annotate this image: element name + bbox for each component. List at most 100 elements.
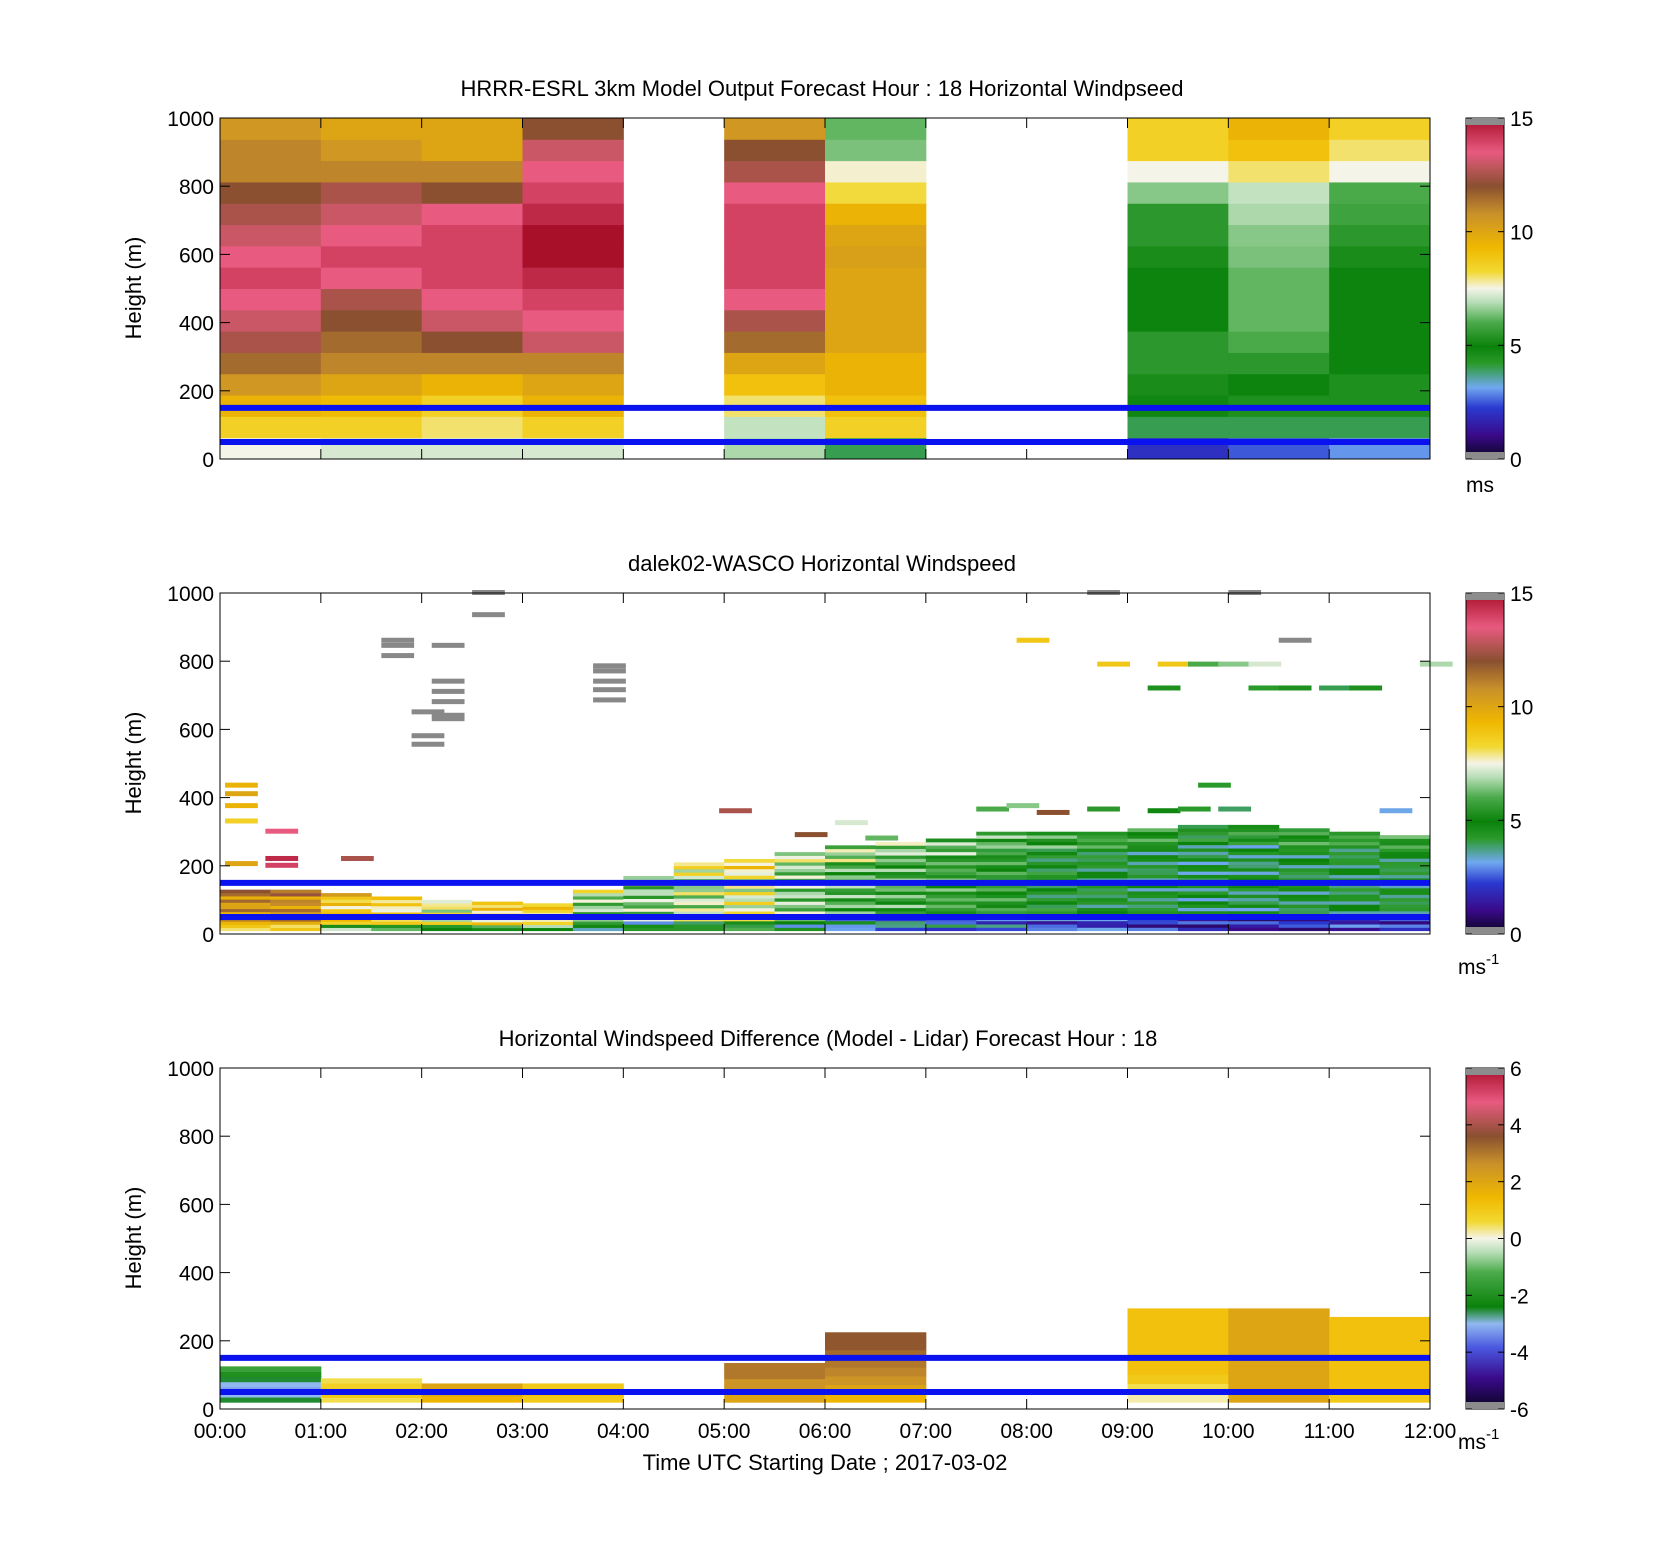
lidar-cell (1329, 884, 1381, 889)
lidar-outlier (1218, 806, 1252, 812)
lidar-outlier (1248, 685, 1282, 691)
lidar-cell (1329, 834, 1381, 839)
lidar-cell (673, 904, 725, 909)
lidar-cell (1228, 923, 1280, 928)
lidar-cell (1127, 900, 1179, 905)
panel-3-title: Horizontal Windspeed Difference (Model -… (499, 1026, 1158, 1051)
lidar-cell (220, 924, 271, 928)
lidar-cell (925, 851, 977, 856)
lidar-outlier (1248, 661, 1282, 667)
lidar-outlier (225, 791, 258, 797)
lidar-cell (1127, 923, 1179, 928)
lidar-cell (673, 894, 725, 899)
x-tick-label: 06:00 (799, 1420, 852, 1443)
lidar-cell (925, 864, 977, 869)
lidar-cell (1379, 910, 1431, 915)
lidar-cell (320, 899, 372, 903)
lidar-cell (1379, 887, 1431, 892)
panel-2-cells (220, 590, 1453, 932)
lidar-cell (522, 903, 574, 907)
lidar-cell (1077, 861, 1128, 866)
lidar-cell (1026, 841, 1078, 846)
lidar-cell (875, 864, 927, 869)
x-tick-label: 08:00 (1000, 1420, 1053, 1443)
model-cell (320, 373, 423, 396)
lidar-cell (925, 887, 977, 892)
lidar-cell (270, 889, 322, 894)
panel-2-y-ticks: 0 200 400 600 800 1000 (167, 583, 1430, 947)
lidar-cell (875, 851, 927, 856)
lidar-cell (1278, 887, 1330, 892)
lidar-cell (724, 868, 776, 873)
lidar-cell (724, 898, 776, 902)
lidar-cell (825, 855, 876, 859)
lidar-cell (421, 921, 473, 925)
model-cell (1127, 373, 1229, 396)
lidar-cell (1026, 861, 1078, 866)
lidar-cell (1329, 887, 1381, 892)
lidar-outlier (1177, 806, 1211, 812)
y-tick-label: 0 (202, 449, 214, 472)
model-cell (1127, 331, 1229, 353)
lidar-cell (1379, 844, 1431, 849)
model-cell (1127, 416, 1229, 439)
lidar-cell (1228, 897, 1280, 902)
lidar-cell (1278, 890, 1330, 895)
model-cell (825, 267, 927, 289)
lidar-cell (673, 901, 725, 906)
lidar-cell (1278, 910, 1330, 915)
y-tick-label: 200 (179, 856, 214, 879)
lidar-cell (270, 927, 322, 932)
lidar-cell (1026, 838, 1078, 843)
lidar-cell (976, 897, 1028, 902)
lidar-cell (1077, 897, 1128, 902)
lidar-cell (1379, 877, 1431, 882)
lidar-cell (1077, 920, 1128, 925)
lidar-cell (673, 891, 725, 896)
lidar-cell (1379, 907, 1431, 912)
lidar-cell (925, 920, 977, 925)
lidar-cell (1278, 848, 1330, 852)
difference-cell (1228, 1345, 1330, 1356)
lidar-cell (472, 904, 523, 908)
lidar-cell (572, 921, 624, 925)
model-cell (522, 203, 624, 226)
difference-cell (220, 1371, 322, 1378)
lidar-cell (976, 838, 1028, 843)
lidar-cell (673, 920, 725, 925)
lidar-cell (724, 924, 776, 928)
model-cell (825, 288, 927, 311)
model-cell (220, 181, 322, 204)
y-tick-label: 0 (202, 924, 214, 947)
difference-cell (1329, 1316, 1431, 1327)
lidar-cell (1177, 877, 1229, 882)
y-tick-label: 1000 (167, 583, 214, 606)
lidar-cell (724, 875, 776, 880)
lidar-cell (1278, 864, 1330, 869)
lidar-outlier (593, 663, 626, 669)
model-cell (421, 139, 523, 162)
x-tick-label: 05:00 (698, 1420, 751, 1443)
lidar-cell (976, 858, 1028, 862)
lidar-cell (875, 904, 927, 909)
lidar-cell (976, 844, 1028, 849)
lidar-cell (1026, 907, 1078, 912)
lidar-cell (774, 875, 826, 879)
lidar-cell (623, 885, 675, 890)
lidar-cell (1026, 864, 1078, 869)
lidar-cell (623, 888, 675, 893)
model-cell (421, 267, 523, 289)
lidar-cell (623, 904, 675, 909)
model-cell (421, 309, 523, 332)
lidar-cell (1177, 857, 1229, 862)
lidar-cell (320, 908, 372, 913)
model-cell (421, 416, 523, 439)
lidar-cell (1228, 907, 1280, 912)
lidar-cell (1228, 864, 1280, 869)
difference-cell (825, 1332, 927, 1342)
lidar-cell (270, 924, 322, 928)
model-cell (825, 245, 927, 268)
panel-2-colorbar-label: ms-1 (1458, 951, 1499, 979)
panel-2-reference-lines (220, 879, 1430, 920)
lidar-cell (421, 918, 473, 922)
